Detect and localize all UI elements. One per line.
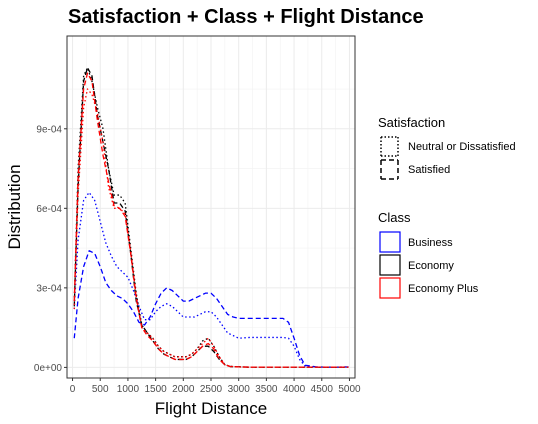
legend-label-economy: Economy: [408, 260, 454, 272]
x-tick-label: 3500: [255, 384, 278, 395]
x-tick-label: 2500: [200, 384, 223, 395]
legend-key-dashed: [379, 159, 400, 180]
grid-major: [67, 36, 355, 378]
legend-title-satisfaction: Satisfaction: [378, 115, 445, 130]
legend-label-neutral: Neutral or Dissatisfied: [408, 141, 516, 153]
x-tick-label: 2000: [172, 384, 195, 395]
legend-label-satisfied: Satisfied: [408, 164, 450, 176]
legend-label-business: Business: [408, 237, 453, 249]
x-tick-label: 4000: [283, 384, 306, 395]
y-axis-title: Distribution: [5, 164, 24, 249]
x-tick-label: 1500: [144, 384, 167, 395]
x-tick-label: 3000: [228, 384, 251, 395]
y-tick-label: 9e-04: [36, 124, 62, 135]
legend-key-dotted: [379, 136, 400, 157]
series-line-business-neutral-or-dissatisfied: [73, 191, 349, 368]
legend-key-economy-plus: [379, 277, 401, 299]
legend-label-economy-plus: Economy Plus: [408, 283, 479, 295]
y-tick-label: 6e-04: [36, 204, 62, 215]
x-axis: 0 500 1000 1500 2000 2500 3000 3500 4000 4500 5000: [70, 378, 361, 395]
series-layer: [73, 67, 349, 368]
plot-panel: [66, 35, 356, 379]
x-tick-label: 4500: [311, 384, 334, 395]
x-tick-label: 5000: [338, 384, 361, 395]
series-line-economy-plus-neutral-or-dissatisfied: [73, 88, 349, 368]
x-tick-label: 500: [92, 384, 109, 395]
series-line-business-satisfied: [73, 250, 349, 368]
legend-key-business: [379, 231, 401, 253]
series-line-economy-plus-satisfied: [73, 72, 349, 368]
legend-satisfaction: Satisfaction Neutral or Dissatisfied Sat…: [378, 115, 516, 180]
chart-title: Satisfaction + Class + Flight Distance: [68, 6, 424, 28]
legend-title-class: Class: [378, 210, 411, 225]
x-tick-label: 0: [70, 384, 76, 395]
y-tick-label: 0e+00: [34, 363, 63, 374]
legend-key-economy: [379, 254, 401, 276]
legend-class: Class Business Economy Economy Plus: [378, 210, 479, 299]
y-axis: 0e+00 3e-04 6e-04 9e-04: [34, 124, 67, 374]
x-axis-title: Flight Distance: [155, 399, 267, 418]
x-tick-label: 1000: [117, 384, 140, 395]
y-tick-label: 3e-04: [36, 283, 62, 294]
